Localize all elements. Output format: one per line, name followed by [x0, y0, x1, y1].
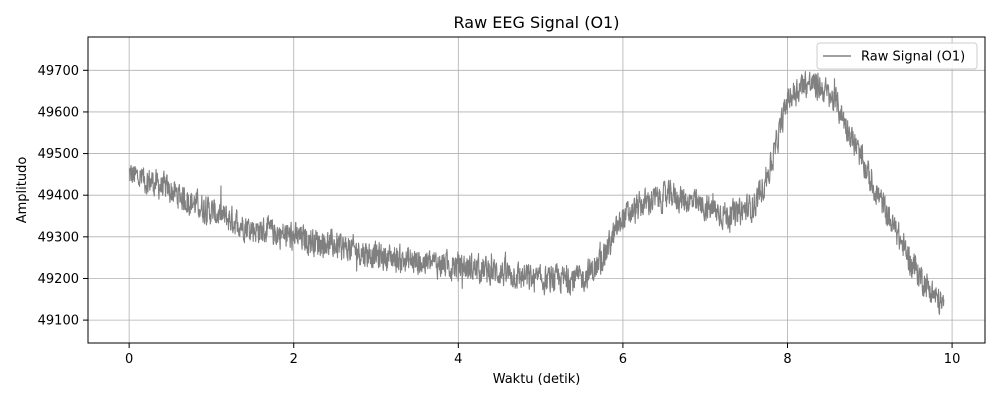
x-tick-label: 2	[290, 352, 298, 367]
series-line-raw-signal	[128, 71, 945, 315]
x-tick-label: 0	[125, 352, 133, 367]
y-tick-label: 49500	[38, 147, 79, 162]
y-tick-label: 49400	[38, 189, 79, 204]
y-tick-label: 49600	[38, 105, 79, 120]
x-tick-label: 4	[454, 352, 462, 367]
y-tick-label: 49300	[38, 230, 79, 245]
legend-label-raw-signal: Raw Signal (O1)	[861, 50, 965, 65]
y-tick-label: 49700	[38, 64, 79, 79]
ticks-layer: 0 2 4 6 8 10 49100 49200 49300 49400 49500 49600 497…	[38, 64, 961, 367]
grid-layer	[88, 37, 985, 343]
y-tick-label: 49100	[38, 314, 79, 329]
x-axis-title: Waktu (detik)	[493, 372, 581, 387]
series-layer	[128, 71, 945, 315]
y-tick-label: 49200	[38, 272, 79, 287]
chart-title: Raw EEG Signal (O1)	[454, 13, 620, 32]
legend: Raw Signal (O1)	[816, 42, 978, 70]
x-tick-label: 10	[944, 352, 961, 367]
plot-frame	[87, 36, 986, 344]
labels-layer: Raw EEG Signal (O1) Waktu (detik) Amplit…	[15, 13, 619, 387]
x-tick-label: 8	[783, 352, 791, 367]
y-axis-title: Amplitudo	[15, 157, 30, 224]
x-tick-label: 6	[619, 352, 627, 367]
legend-box	[816, 42, 978, 70]
